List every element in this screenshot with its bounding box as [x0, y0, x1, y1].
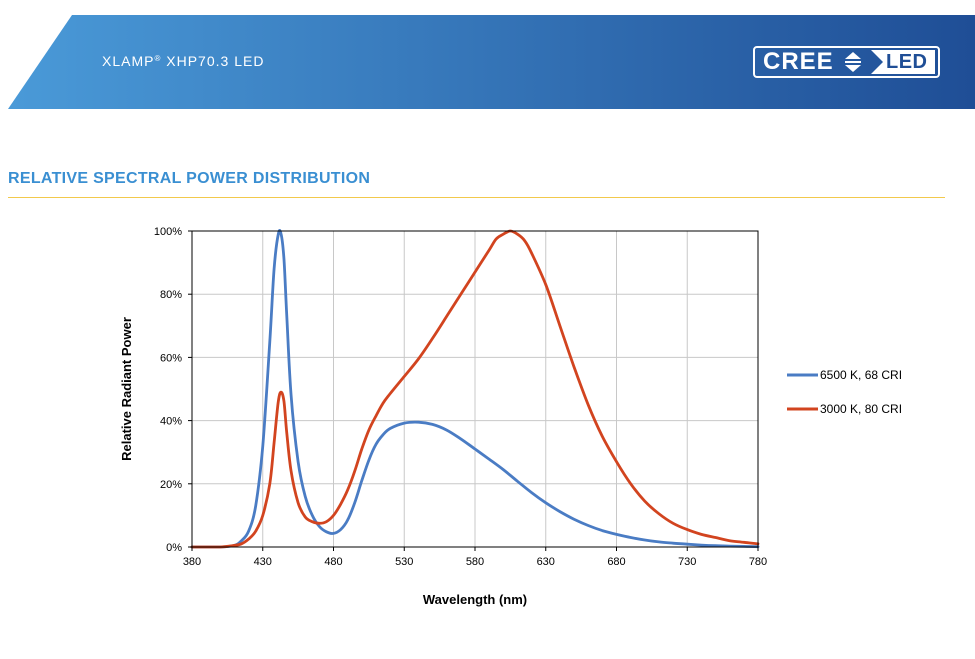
x-tick-label: 580: [466, 556, 484, 568]
header-band: [8, 15, 975, 109]
header-banner: [0, 15, 975, 109]
y-tick-label: 60%: [160, 352, 182, 364]
x-tick-label: 480: [324, 556, 342, 568]
legend-label-0: 6500 K, 68 CRI: [820, 368, 902, 382]
cree-led-logo: CREE LED: [753, 46, 940, 78]
section-title: RELATIVE SPECTRAL POWER DISTRIBUTION: [8, 170, 371, 187]
x-tick-label: 680: [607, 556, 625, 568]
chart-series: [190, 229, 760, 549]
chart-grid: [191, 230, 759, 548]
series-line-1: [190, 229, 760, 549]
x-tick-label: 430: [254, 556, 272, 568]
product-title: XLAMP® XHP70.3 LED: [102, 53, 264, 69]
x-tick-label: 730: [678, 556, 696, 568]
x-tick-label: 630: [537, 556, 555, 568]
x-tick-label: 380: [183, 556, 201, 568]
logo-shape: [753, 46, 940, 78]
y-tick-label: 0%: [166, 542, 182, 554]
y-tick-label: 20%: [160, 479, 182, 491]
registered-mark: ®: [154, 54, 162, 63]
chart-ticks: 380 430 480 530 580 630 680 730 780 0% 20% 40% 60% 80…: [154, 226, 767, 568]
logo-text-cree: CREE: [763, 48, 834, 75]
chart-legend: 6500 K, 68 CRI 3000 K, 80 CRI: [787, 368, 902, 416]
product-name: XLAMP: [102, 53, 155, 69]
x-axis-title: Wavelength (nm): [423, 592, 527, 607]
y-tick-label: 100%: [154, 226, 182, 238]
x-tick-label: 530: [395, 556, 413, 568]
section-divider: [8, 197, 945, 198]
legend-label-1: 3000 K, 80 CRI: [820, 402, 902, 416]
product-model: XHP70.3 LED: [166, 53, 265, 69]
chevron-up-icon: [845, 52, 861, 59]
y-tick-label: 40%: [160, 416, 182, 428]
chevron-down-icon: [845, 65, 861, 72]
y-tick-label: 80%: [160, 289, 182, 301]
x-tick-label: 780: [749, 556, 767, 568]
logo-text-led: LED: [886, 51, 928, 73]
series-line-0: [190, 229, 760, 549]
y-axis-title: Relative Radiant Power: [119, 317, 134, 461]
